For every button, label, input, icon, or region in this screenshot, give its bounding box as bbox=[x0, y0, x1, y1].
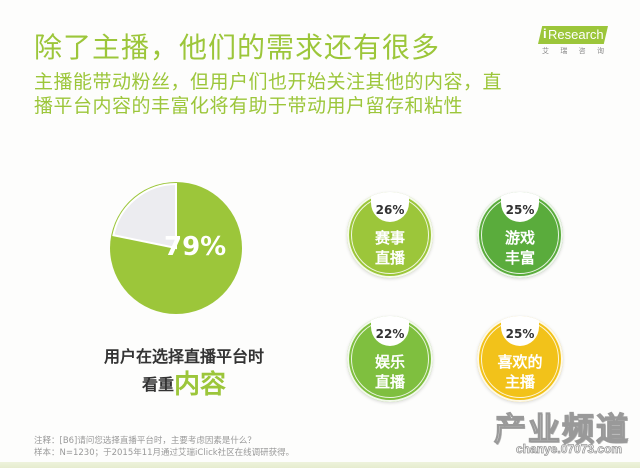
badge-esports: 26% 赛事 直播 bbox=[347, 192, 433, 278]
logo-cn-char: 询 bbox=[596, 47, 604, 55]
pie-svg bbox=[110, 182, 242, 314]
logo-cn-char: 艾 bbox=[542, 47, 549, 55]
pie-chart: 79% bbox=[108, 180, 244, 316]
pie-caption-line2: 看重内容 bbox=[94, 364, 274, 401]
badge-label: 游戏 丰富 bbox=[477, 228, 563, 268]
badge-label-line2: 丰富 bbox=[504, 249, 535, 267]
logo-cn-char: 瑞 bbox=[560, 47, 568, 55]
page-title: 除了主播，他们的需求还有很多 bbox=[34, 31, 441, 64]
badge-label: 喜欢的 主播 bbox=[477, 352, 563, 392]
logo-badge: i Research bbox=[538, 26, 608, 44]
footnote: 注释：[B6]请问您选择直播平台时，主要考虑因素是什么？ 样本：N=1230；于… bbox=[34, 435, 294, 459]
watermark: 产业频道 chanye.07073.com bbox=[493, 410, 634, 462]
footnote-line1: 注释：[B6]请问您选择直播平台时，主要考虑因素是什么？ bbox=[34, 436, 256, 446]
badge-label-line2: 主播 bbox=[504, 373, 535, 391]
badge-percent: 25% bbox=[501, 316, 539, 346]
bottom-bar bbox=[0, 462, 640, 468]
badge-label-line1: 游戏 bbox=[504, 229, 535, 247]
badge-percent: 25% bbox=[501, 192, 539, 222]
badge-games: 25% 游戏 丰富 bbox=[477, 192, 563, 278]
logo-cn: 艾 瑞 咨 询 bbox=[538, 44, 608, 56]
footnote-line2: 样本：N=1230；于2015年11月通过艾瑞iClick社区在线调研获得。 bbox=[34, 448, 295, 458]
iresearch-logo: i Research 艾 瑞 咨 询 bbox=[538, 26, 608, 56]
badge-label: 娱乐 直播 bbox=[347, 352, 433, 392]
badge-label-line1: 赛事 bbox=[374, 229, 405, 247]
badge-percent: 26% bbox=[371, 192, 409, 222]
watermark-cn: 产业频道 bbox=[493, 410, 631, 448]
caption-prefix: 看重 bbox=[141, 375, 174, 394]
badge-label: 赛事 直播 bbox=[347, 228, 433, 268]
badge-entertainment: 22% 娱乐 直播 bbox=[347, 316, 433, 402]
badge-label-line2: 直播 bbox=[374, 373, 405, 391]
badge-label-line1: 喜欢的 bbox=[497, 353, 543, 371]
logo-brand: Research bbox=[548, 27, 604, 42]
badge-label-line2: 直播 bbox=[374, 249, 405, 267]
pie-caption-line1: 用户在选择直播平台时 bbox=[103, 347, 264, 366]
logo-i: i bbox=[543, 26, 547, 41]
watermark-en: chanye.07073.com bbox=[516, 442, 623, 457]
logo-cn-char: 咨 bbox=[578, 47, 586, 55]
page-subtitle: 主播能带动粉丝，但用户们也开始关注其他的内容，直播平台内容的丰富化将有助于带动用… bbox=[34, 71, 503, 117]
badge-favorite-host: 25% 喜欢的 主播 bbox=[477, 316, 563, 402]
caption-highlight: 内容 bbox=[174, 370, 227, 400]
badge-label-line1: 娱乐 bbox=[374, 353, 405, 371]
badge-percent: 22% bbox=[371, 316, 409, 346]
pie-value-label: 79% bbox=[164, 232, 227, 262]
pie-slice-other bbox=[112, 182, 177, 250]
